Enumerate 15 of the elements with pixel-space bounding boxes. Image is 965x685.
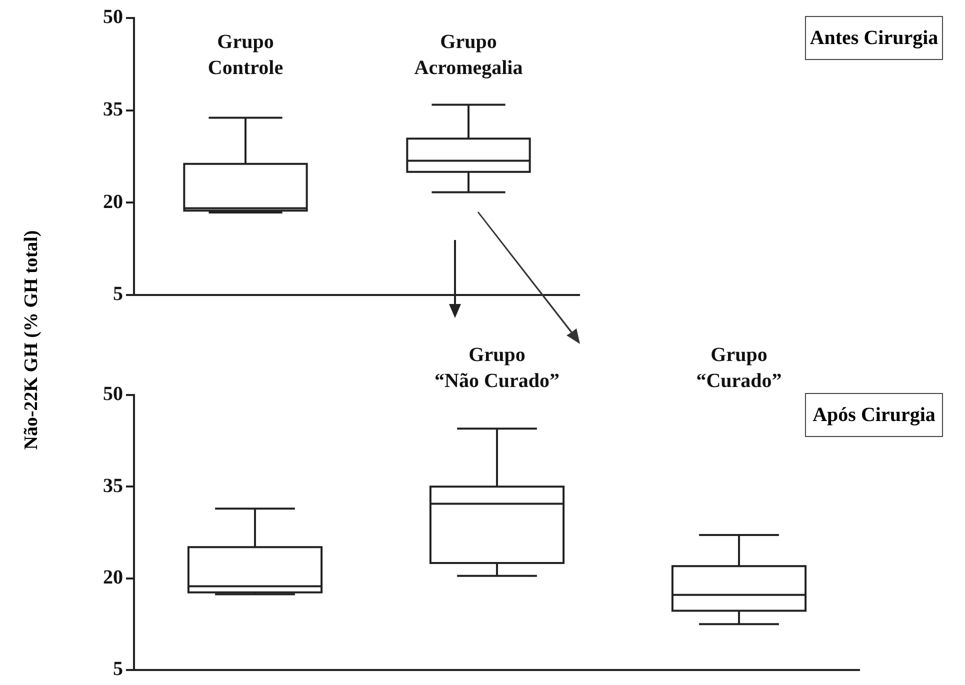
y-tick-label: 20 [103,566,123,589]
y-tick-label: 50 [103,383,123,406]
y-tick-label: 35 [103,98,123,121]
y-tick-label: 5 [113,658,123,680]
y-tick-label: 5 [113,283,123,306]
y-tick-label: 35 [103,474,123,497]
y-tick-label: 20 [103,190,123,213]
x-tick-label: Grupo Acromegalia [414,31,523,79]
y-axis-title: Não-22K GH (% GH total) [20,230,43,450]
x-tick-label: Grupo “Curado” [696,344,782,392]
x-tick-label: Grupo Controle [208,31,284,79]
x-tick-label: Grupo “Não Curado” [434,344,560,392]
text: Antes Cirurgia [805,16,943,60]
annotation: Após Cirurgia [805,393,943,437]
y-tick-label: 50 [103,6,123,28]
